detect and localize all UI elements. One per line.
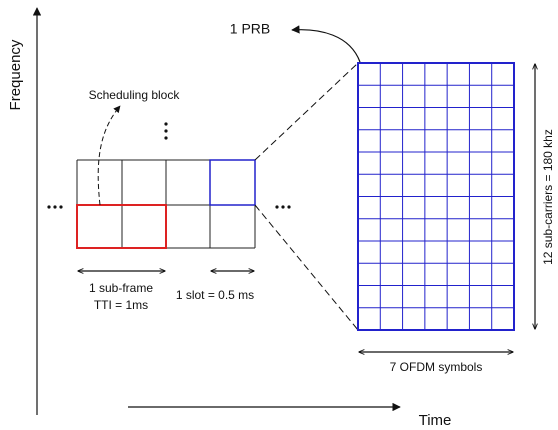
prb-grid [357, 62, 515, 331]
prb-border [357, 62, 515, 331]
slot-label: 1 slot = 0.5 ms [176, 288, 254, 302]
scheduling-arrow [97, 105, 121, 206]
subcarrier-label: 12 sub-carriers = 180 khz [541, 129, 555, 265]
scheduling-label: Scheduling block [89, 88, 181, 102]
zoom-line [254, 204, 359, 331]
subframe-label: 1 sub-frame [89, 281, 153, 295]
ellipsis [47, 122, 291, 209]
tti-label: TTI = 1ms [94, 298, 148, 312]
prb-cell [209, 159, 256, 206]
zoom-line [254, 62, 359, 161]
frequency-label: Frequency [7, 39, 24, 110]
scheduling-block [76, 204, 167, 249]
ofdm-label: 7 OFDM symbols [390, 360, 483, 374]
prb-arrow [291, 25, 361, 63]
prb-label: 1 PRB [230, 21, 270, 37]
time-label: Time [419, 412, 452, 429]
